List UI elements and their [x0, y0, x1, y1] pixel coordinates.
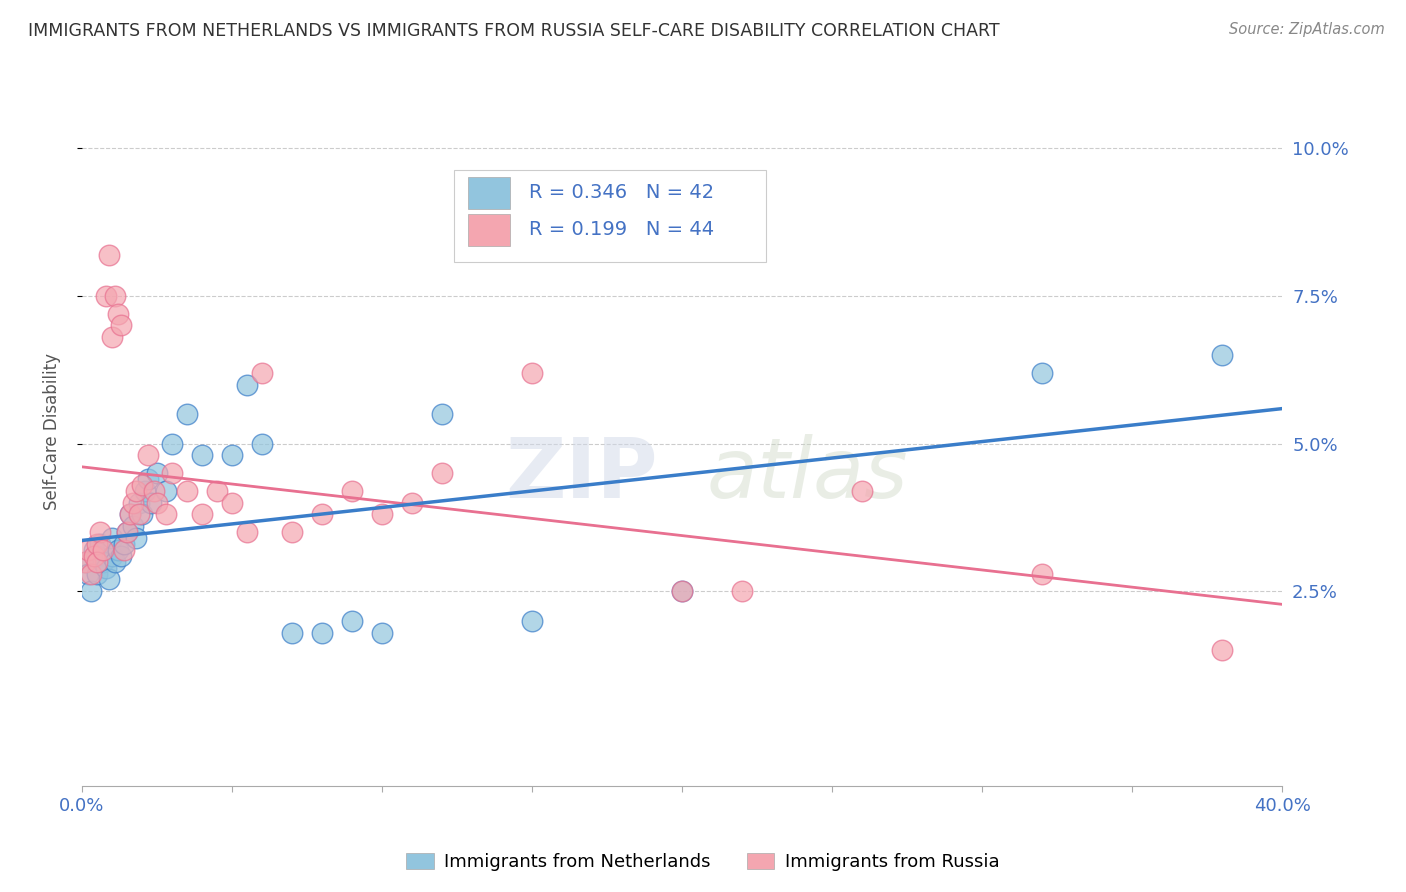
Point: [1211, 643, 1233, 657]
Point: [136, 472, 159, 486]
Point: [155, 508, 177, 522]
Point: [89, 537, 111, 551]
Point: [671, 584, 693, 599]
Point: [250, 436, 273, 450]
Point: [146, 466, 169, 480]
Point: [101, 531, 124, 545]
Point: [89, 525, 111, 540]
Point: [118, 508, 141, 522]
Point: [520, 614, 543, 628]
Point: [731, 584, 754, 599]
Point: [401, 496, 423, 510]
Point: [128, 496, 150, 510]
Point: [136, 449, 159, 463]
Point: [340, 614, 363, 628]
Point: [671, 584, 693, 599]
Point: [131, 478, 153, 492]
Point: [122, 496, 145, 510]
Point: [97, 247, 120, 261]
Point: [311, 625, 333, 640]
Point: [110, 549, 132, 563]
Point: [430, 466, 453, 480]
Point: [101, 549, 124, 563]
Point: [125, 483, 148, 498]
Point: [191, 449, 214, 463]
Point: [143, 483, 166, 498]
Point: [176, 483, 198, 498]
Point: [80, 584, 103, 599]
Text: R = 0.346   N = 42: R = 0.346 N = 42: [529, 184, 714, 202]
Point: [1031, 566, 1053, 581]
Point: [160, 466, 183, 480]
Y-axis label: Self-Care Disability: Self-Care Disability: [44, 353, 60, 510]
Text: R = 0.199   N = 44: R = 0.199 N = 44: [529, 220, 714, 239]
Text: atlas: atlas: [706, 434, 908, 515]
Point: [115, 525, 138, 540]
FancyBboxPatch shape: [468, 177, 510, 209]
Point: [91, 555, 114, 569]
Point: [1211, 348, 1233, 362]
Point: [250, 366, 273, 380]
Point: [851, 483, 873, 498]
Point: [101, 330, 124, 344]
Legend: Immigrants from Netherlands, Immigrants from Russia: Immigrants from Netherlands, Immigrants …: [399, 846, 1007, 879]
Point: [83, 549, 105, 563]
FancyBboxPatch shape: [454, 169, 766, 261]
Point: [115, 525, 138, 540]
Point: [205, 483, 228, 498]
Point: [94, 560, 117, 574]
Text: Source: ZipAtlas.com: Source: ZipAtlas.com: [1229, 22, 1385, 37]
Point: [97, 573, 120, 587]
Point: [122, 519, 145, 533]
Point: [118, 508, 141, 522]
Point: [83, 542, 105, 557]
Point: [1031, 366, 1053, 380]
Point: [128, 508, 150, 522]
Point: [155, 483, 177, 498]
Point: [520, 366, 543, 380]
Point: [311, 508, 333, 522]
Point: [86, 566, 108, 581]
Point: [221, 449, 243, 463]
Point: [146, 496, 169, 510]
Point: [281, 625, 304, 640]
Point: [91, 542, 114, 557]
Point: [104, 289, 127, 303]
Point: [86, 537, 108, 551]
Point: [112, 542, 135, 557]
Point: [191, 508, 214, 522]
Point: [221, 496, 243, 510]
Text: IMMIGRANTS FROM NETHERLANDS VS IMMIGRANTS FROM RUSSIA SELF-CARE DISABILITY CORRE: IMMIGRANTS FROM NETHERLANDS VS IMMIGRANT…: [28, 22, 1000, 40]
Point: [281, 525, 304, 540]
Point: [73, 555, 96, 569]
Point: [73, 555, 96, 569]
Point: [125, 531, 148, 545]
Point: [107, 542, 129, 557]
Point: [86, 549, 108, 563]
FancyBboxPatch shape: [468, 214, 510, 246]
Point: [86, 555, 108, 569]
Point: [236, 377, 259, 392]
Text: ZIP: ZIP: [506, 434, 658, 515]
Point: [112, 537, 135, 551]
Point: [107, 307, 129, 321]
Point: [371, 625, 394, 640]
Point: [80, 566, 103, 581]
Point: [340, 483, 363, 498]
Point: [236, 525, 259, 540]
Point: [131, 508, 153, 522]
Point: [160, 436, 183, 450]
Point: [371, 508, 394, 522]
Point: [77, 566, 100, 581]
Point: [430, 407, 453, 421]
Point: [134, 483, 156, 498]
Point: [104, 555, 127, 569]
Point: [77, 542, 100, 557]
Point: [176, 407, 198, 421]
Point: [94, 289, 117, 303]
Point: [110, 318, 132, 333]
Point: [139, 496, 162, 510]
